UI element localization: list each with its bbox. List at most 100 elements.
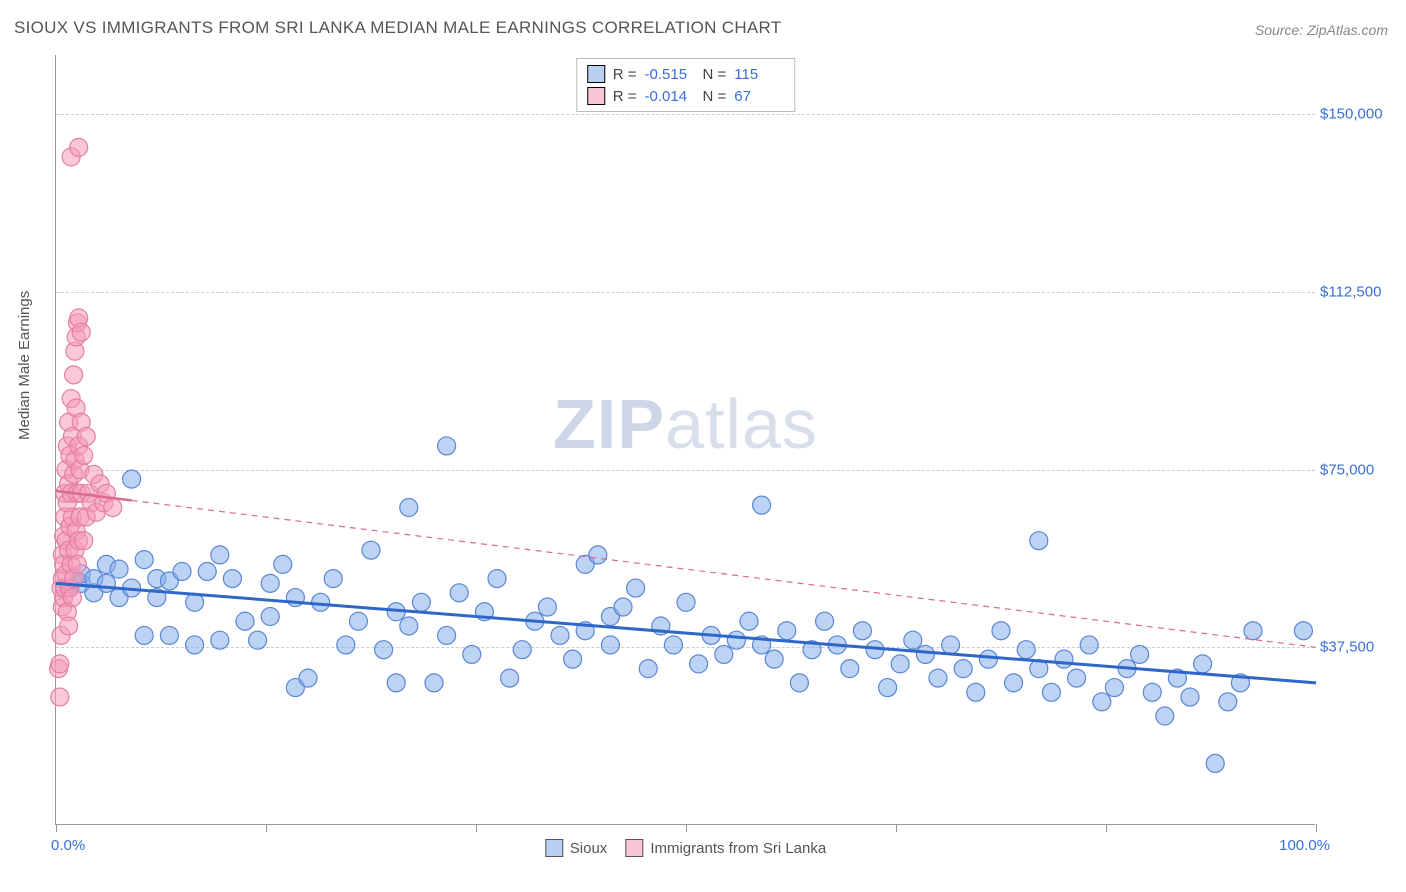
data-point xyxy=(261,574,279,592)
data-point xyxy=(916,645,934,663)
y-tick-label: $37,500 xyxy=(1320,639,1400,656)
data-point xyxy=(173,562,191,580)
r-value: -0.014 xyxy=(645,88,695,105)
data-point xyxy=(198,562,216,580)
data-point xyxy=(51,688,69,706)
data-point xyxy=(72,323,90,341)
data-point xyxy=(765,650,783,668)
data-point xyxy=(438,626,456,644)
data-point xyxy=(60,617,78,635)
data-point xyxy=(51,655,69,673)
data-point xyxy=(1294,622,1312,640)
data-point xyxy=(1131,645,1149,663)
data-point xyxy=(261,608,279,626)
data-point xyxy=(879,679,897,697)
data-point xyxy=(362,541,380,559)
x-tick xyxy=(476,824,477,832)
y-tick-label: $75,000 xyxy=(1320,461,1400,478)
data-point xyxy=(778,622,796,640)
data-point xyxy=(740,612,758,630)
data-point xyxy=(816,612,834,630)
data-point xyxy=(400,499,418,517)
data-point xyxy=(1219,693,1237,711)
data-point xyxy=(677,593,695,611)
data-point xyxy=(400,617,418,635)
x-tick xyxy=(56,824,57,832)
data-point xyxy=(97,574,115,592)
data-point xyxy=(412,593,430,611)
plot-area: ZIPatlas $37,500$75,000$112,500$150,000 … xyxy=(55,55,1315,825)
data-point xyxy=(223,570,241,588)
data-point xyxy=(664,636,682,654)
legend-item-srilanka: Immigrants from Sri Lanka xyxy=(625,839,826,857)
data-point xyxy=(110,560,128,578)
legend-row-blue: R = -0.515 N = 115 xyxy=(587,63,785,85)
data-point xyxy=(942,636,960,654)
data-point xyxy=(186,636,204,654)
data-point xyxy=(601,636,619,654)
data-point xyxy=(75,446,93,464)
swatch-blue xyxy=(587,65,605,83)
y-axis-label: Median Male Earnings xyxy=(16,291,33,440)
data-point xyxy=(639,660,657,678)
data-point xyxy=(841,660,859,678)
swatch-pink xyxy=(625,839,643,857)
y-tick-label: $112,500 xyxy=(1320,283,1400,300)
data-point xyxy=(211,546,229,564)
data-point xyxy=(690,655,708,673)
source-label: Source: ZipAtlas.com xyxy=(1255,22,1388,38)
r-label: R = xyxy=(613,66,637,83)
data-point xyxy=(1181,688,1199,706)
data-point xyxy=(160,626,178,644)
data-point xyxy=(1244,622,1262,640)
data-point xyxy=(63,589,81,607)
legend-label: Sioux xyxy=(570,840,608,857)
data-point xyxy=(387,674,405,692)
swatch-blue xyxy=(545,839,563,857)
data-point xyxy=(753,496,771,514)
data-point xyxy=(929,669,947,687)
legend-row-pink: R = -0.014 N = 67 xyxy=(587,85,785,107)
data-point xyxy=(979,650,997,668)
data-point xyxy=(324,570,342,588)
x-max-label: 100.0% xyxy=(1279,837,1330,854)
data-point xyxy=(463,645,481,663)
y-tick-label: $150,000 xyxy=(1320,106,1400,123)
r-label: R = xyxy=(613,88,637,105)
data-point xyxy=(375,641,393,659)
series-legend: Sioux Immigrants from Sri Lanka xyxy=(545,839,826,857)
data-point xyxy=(135,626,153,644)
data-point xyxy=(104,499,122,517)
data-point xyxy=(337,636,355,654)
data-point xyxy=(65,366,83,384)
data-point xyxy=(123,470,141,488)
data-point xyxy=(211,631,229,649)
data-point xyxy=(349,612,367,630)
data-point xyxy=(68,555,86,573)
data-point xyxy=(538,598,556,616)
data-point xyxy=(715,645,733,663)
x-tick xyxy=(266,824,267,832)
data-point xyxy=(790,674,808,692)
legend-label: Immigrants from Sri Lanka xyxy=(650,840,826,857)
data-point xyxy=(1156,707,1174,725)
data-point xyxy=(450,584,468,602)
data-point xyxy=(614,598,632,616)
data-point xyxy=(1055,650,1073,668)
data-point xyxy=(75,532,93,550)
data-point xyxy=(77,427,95,445)
data-point xyxy=(727,631,745,649)
x-tick xyxy=(1316,824,1317,832)
data-point xyxy=(992,622,1010,640)
n-value: 67 xyxy=(734,88,784,105)
n-label: N = xyxy=(703,66,727,83)
data-point xyxy=(1093,693,1111,711)
data-point xyxy=(236,612,254,630)
data-point xyxy=(1017,641,1035,659)
x-tick xyxy=(896,824,897,832)
data-point xyxy=(70,138,88,156)
scatter-svg xyxy=(56,55,1315,824)
data-point xyxy=(589,546,607,564)
legend-item-sioux: Sioux xyxy=(545,839,608,857)
correlation-legend: R = -0.515 N = 115 R = -0.014 N = 67 xyxy=(576,58,796,112)
